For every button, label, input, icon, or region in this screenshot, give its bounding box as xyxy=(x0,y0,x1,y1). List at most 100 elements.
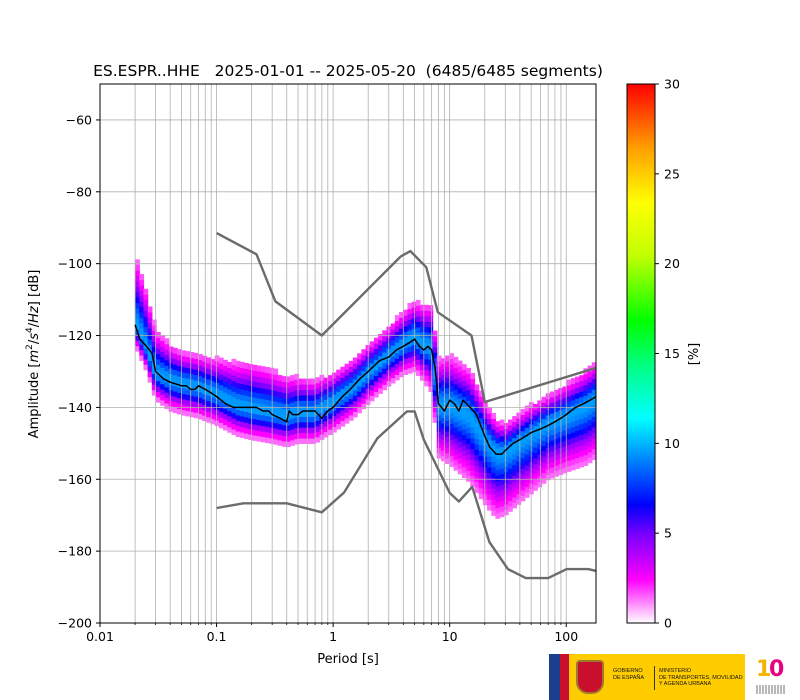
density-cell xyxy=(482,450,488,457)
density-cell xyxy=(394,320,400,327)
density-cell xyxy=(302,437,308,444)
density-cell xyxy=(361,381,367,388)
density-cell xyxy=(248,374,254,381)
density-cell xyxy=(461,418,467,425)
density-cell xyxy=(445,431,450,437)
density-cell xyxy=(508,505,513,512)
density-cell xyxy=(575,457,580,464)
density-cell xyxy=(432,384,438,391)
density-cell xyxy=(135,280,140,287)
density-cell xyxy=(491,477,497,484)
density-cell xyxy=(415,326,421,333)
density-cell xyxy=(474,438,480,445)
density-cell xyxy=(210,380,216,387)
density-cell xyxy=(508,478,513,485)
density-cell xyxy=(373,370,379,377)
density-cell xyxy=(470,442,476,449)
density-cell xyxy=(549,445,555,452)
density-cell xyxy=(570,421,576,428)
density-cell xyxy=(315,409,321,416)
density-cell xyxy=(218,363,224,369)
density-cell xyxy=(482,418,488,425)
density-cell xyxy=(466,416,471,423)
density-cell xyxy=(315,431,321,438)
density-cell xyxy=(466,437,471,444)
density-cell xyxy=(273,379,279,386)
density-cell xyxy=(566,438,572,445)
density-cell xyxy=(214,366,220,373)
density-cell xyxy=(533,474,538,481)
density-cell xyxy=(411,328,417,335)
density-cell xyxy=(382,330,388,337)
colorbar-tick-label: 20 xyxy=(664,256,680,271)
density-cell xyxy=(382,362,388,369)
density-cell xyxy=(227,372,233,379)
ylabel-exp: 2 xyxy=(25,344,35,350)
density-cell xyxy=(252,407,258,414)
density-cell xyxy=(378,366,383,373)
density-cell xyxy=(357,358,362,365)
density-cell xyxy=(352,357,358,364)
density-cell xyxy=(583,443,589,450)
density-cell xyxy=(420,315,425,322)
density-cell xyxy=(260,430,266,437)
density-cell xyxy=(361,360,367,366)
density-cell xyxy=(424,326,429,333)
density-cell xyxy=(516,482,522,489)
density-cell xyxy=(453,416,459,423)
density-cell xyxy=(311,416,316,423)
density-cell xyxy=(428,326,434,333)
density-cell xyxy=(281,430,287,437)
density-cell xyxy=(420,369,425,376)
density-cell xyxy=(327,429,333,436)
density-cell xyxy=(135,291,140,298)
density-cell xyxy=(470,448,476,455)
density-cell xyxy=(478,449,484,456)
density-cell xyxy=(348,382,354,389)
density-cell xyxy=(562,451,568,458)
density-cell xyxy=(508,457,513,464)
density-cell xyxy=(495,512,501,519)
density-cell xyxy=(256,408,262,415)
density-cell xyxy=(449,417,455,424)
density-cell xyxy=(281,435,287,442)
density-cell xyxy=(520,468,526,475)
density-cell xyxy=(428,316,434,322)
density-cell xyxy=(218,411,224,418)
density-cell xyxy=(273,395,279,402)
density-cell xyxy=(302,405,308,412)
density-cell xyxy=(403,315,409,322)
density-cell xyxy=(143,348,149,355)
density-cell xyxy=(524,416,530,423)
density-cell xyxy=(487,445,492,452)
density-cell xyxy=(482,488,488,495)
density-cell xyxy=(340,420,346,427)
density-cell xyxy=(520,441,526,448)
density-cell xyxy=(583,432,589,439)
density-cell xyxy=(491,499,497,506)
density-cell xyxy=(591,421,596,428)
density-cell xyxy=(440,401,446,408)
density-cell xyxy=(487,439,492,446)
density-cell xyxy=(285,435,291,442)
density-cell xyxy=(399,311,404,318)
density-cell xyxy=(549,429,555,436)
density-cell xyxy=(453,405,459,412)
density-cell xyxy=(470,389,476,396)
density-cell xyxy=(583,454,589,461)
density-cell xyxy=(461,450,467,457)
density-cell xyxy=(373,337,379,344)
density-cell xyxy=(583,400,589,407)
density-cell xyxy=(420,331,425,338)
density-cell xyxy=(579,375,585,382)
density-cell xyxy=(378,371,383,378)
density-cell xyxy=(361,349,367,356)
density-cell xyxy=(512,491,517,498)
density-cell xyxy=(252,380,258,387)
density-cell xyxy=(587,392,593,399)
density-cell xyxy=(294,373,300,380)
density-cell xyxy=(218,422,224,429)
density-cell xyxy=(231,380,237,387)
density-cell xyxy=(445,457,450,464)
density-cell xyxy=(487,429,492,436)
